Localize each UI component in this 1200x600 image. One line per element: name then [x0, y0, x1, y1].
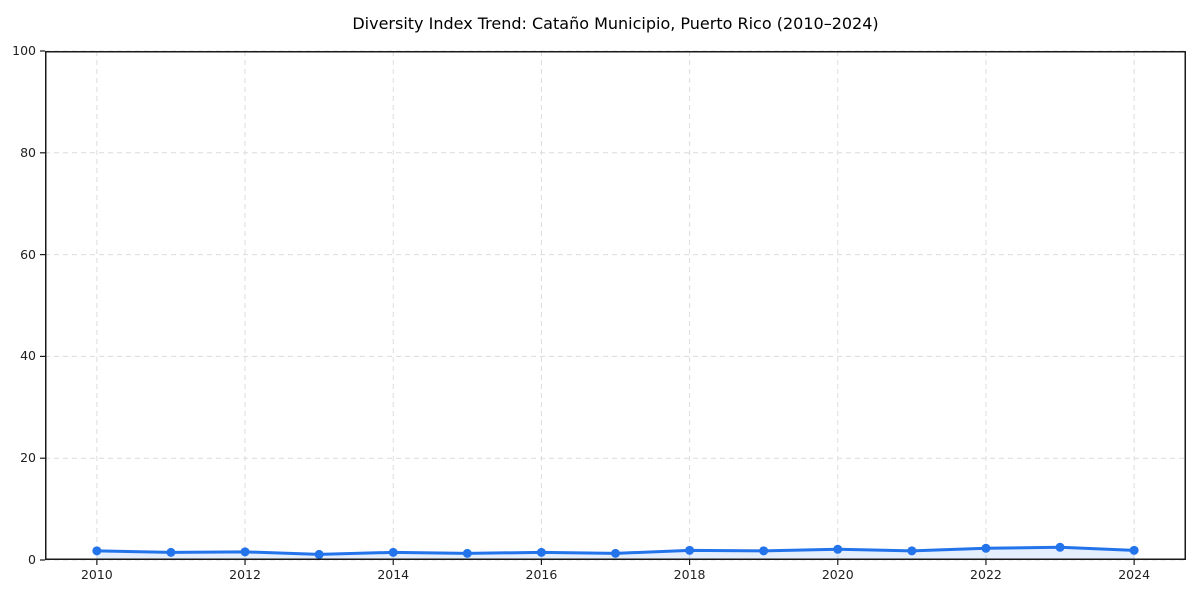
x-tick-label: 2024	[1118, 567, 1151, 582]
data-point-marker	[907, 546, 917, 556]
axes-frame	[45, 51, 1186, 560]
data-point-marker	[536, 547, 546, 557]
y-tick-label: 0	[28, 552, 36, 567]
data-point-marker	[1055, 542, 1065, 552]
data-point-marker	[240, 547, 250, 557]
plot-area	[40, 50, 1186, 565]
data-point-marker	[92, 546, 102, 556]
y-tick-label: 40	[20, 348, 36, 364]
x-tick-label: 2012	[229, 567, 261, 582]
y-tick-label: 60	[20, 246, 36, 262]
data-point-marker	[981, 543, 991, 553]
data-point-marker	[314, 549, 324, 559]
data-point-marker	[759, 546, 769, 556]
x-tick-label: 2014	[377, 567, 410, 582]
data-point-marker	[685, 545, 695, 555]
data-point-marker	[462, 548, 472, 558]
x-tick-label: 2016	[525, 567, 558, 582]
x-tick-label: 2020	[821, 567, 854, 582]
x-tick-label: 2018	[673, 567, 706, 582]
y-tick-label: 80	[20, 144, 36, 160]
chart-title: Diversity Index Trend: Cataño Municipio,…	[352, 14, 879, 33]
data-point-marker	[388, 547, 398, 557]
data-point-marker	[833, 544, 843, 554]
data-point-marker	[611, 548, 620, 558]
y-tick-label: 20	[20, 450, 36, 466]
data-point-marker	[166, 547, 176, 557]
x-tick-label: 2010	[80, 567, 113, 582]
y-tick-label: 100	[12, 43, 36, 58]
x-tick-label: 2022	[970, 567, 1002, 582]
line-chart-svg	[40, 50, 1186, 565]
data-point-marker	[1129, 545, 1139, 555]
